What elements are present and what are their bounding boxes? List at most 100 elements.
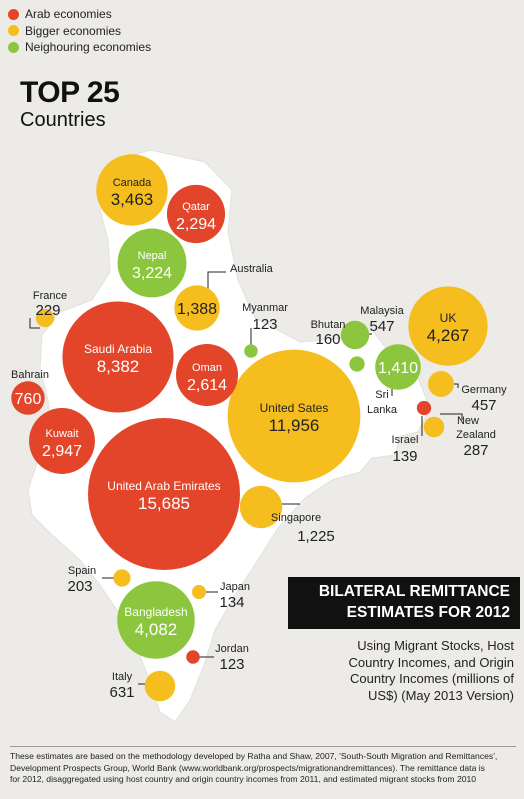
country-label-myanmar: Myanmar — [242, 302, 288, 314]
country-label-united-sates: United Sates — [260, 401, 329, 415]
desc-line: Country Incomes (millions of — [350, 671, 514, 686]
bubbles-layer — [11, 154, 488, 702]
desc-line: US$) (May 2013 Version) — [368, 687, 514, 703]
bubble-jordan — [186, 650, 200, 664]
country-label-kuwait: Kuwait — [45, 428, 78, 440]
bubble-myanmar — [244, 344, 258, 358]
page-subtitle: Countries — [20, 109, 106, 131]
value-label-france: 229 — [35, 302, 60, 319]
country-label-saudi-arabia: Saudi Arabia — [84, 342, 152, 356]
legend-label: Neighouring economies — [25, 40, 152, 55]
legend-label: Arab economies — [25, 7, 112, 22]
value-label-saudi-arabia: 8,382 — [97, 357, 140, 376]
country-label-sri-lanka: Sri — [375, 389, 388, 401]
country-label-bangladesh: Bangladesh — [124, 605, 187, 619]
country-label-qatar: Qatar — [182, 201, 210, 213]
value-label-oman: 2,614 — [187, 377, 227, 394]
desc-line: Country Incomes, and Origin — [348, 654, 514, 670]
bubble-israel — [416, 400, 432, 416]
value-label-qatar: 2,294 — [176, 216, 216, 233]
value-label-italy: 631 — [109, 684, 134, 701]
country-label-france: France — [33, 290, 67, 302]
country-label-australia: Australia — [230, 263, 274, 275]
legend: Arab economies Bigger economies Neighour… — [8, 6, 151, 56]
leader-new-zealand — [440, 413, 463, 420]
bubble-united-arab-emirates — [88, 418, 240, 570]
value-label-united-sates: 11,956 — [269, 416, 320, 435]
bubble-japan — [191, 584, 207, 600]
bubble-italy — [144, 670, 176, 702]
bubble-singapore — [239, 485, 283, 529]
legend-dot-yellow — [8, 25, 19, 37]
footnote-line: These estimates are based on the methodo… — [10, 751, 498, 761]
footnote-line: Development Prospects Group, World Bank … — [10, 762, 485, 773]
country-label-germany: Germany — [461, 384, 507, 396]
country-label-new-zealand-2: Zealand — [456, 429, 496, 441]
bubble-sri-lanka — [375, 344, 421, 390]
country-label-jordan: Jordan — [215, 643, 249, 655]
leader-france — [29, 318, 40, 329]
footnote: These estimates are based on the methodo… — [10, 746, 516, 786]
bubble-saudi-arabia — [62, 301, 174, 413]
country-label-new-zealand: New — [457, 415, 479, 427]
bubble-kuwait — [29, 408, 95, 474]
bubble-united-sates — [227, 349, 361, 483]
country-label-oman: Oman — [192, 362, 222, 374]
country-label-bahrain: Bahrain — [11, 369, 49, 381]
bubble-bhutan — [349, 356, 365, 372]
country-label-uk: UK — [440, 311, 457, 325]
box-title-line: ESTIMATES FOR 2012 — [346, 604, 510, 621]
value-label-kuwait: 2,947 — [42, 443, 82, 460]
bubble-spain — [113, 569, 131, 587]
country-label-canada: Canada — [113, 177, 152, 189]
footnote-line: for 2012, disaggregated using host count… — [10, 774, 477, 784]
value-label-spain: 203 — [67, 578, 92, 595]
value-label-germany: 457 — [471, 397, 496, 414]
bubble-australia — [174, 285, 220, 331]
bubble-nepal — [117, 228, 187, 298]
country-label-singapore: Singapore — [271, 512, 321, 524]
country-label-sri-lanka-2: Lanka — [367, 404, 398, 416]
value-label-japan: 134 — [219, 594, 244, 611]
value-label-malaysia: 547 — [369, 318, 394, 335]
country-label-italy: Italy — [112, 671, 133, 683]
legend-label: Bigger economies — [25, 23, 122, 38]
legend-dot-red — [8, 8, 19, 20]
bubble-france — [35, 308, 55, 328]
bubble-bangladesh — [117, 581, 195, 659]
country-label-united-arab-emirates: United Arab Emirates — [107, 479, 220, 493]
bubble-canada — [96, 154, 168, 226]
value-label-israel: 139 — [392, 448, 417, 465]
bubble-germany — [428, 371, 454, 397]
box-title-line: BILATERAL REMITTANCE — [318, 583, 510, 600]
bubble-uk — [408, 286, 488, 366]
value-label-singapore: 1,225 — [297, 528, 335, 545]
value-label-sri-lanka: 1,410 — [378, 360, 418, 377]
country-label-bhutan: Bhutan — [311, 319, 346, 331]
legend-item-bigger: Bigger economies — [8, 23, 151, 40]
value-label-myanmar: 123 — [252, 316, 277, 333]
country-label-japan: Japan — [220, 581, 250, 593]
value-label-bhutan: 160 — [315, 331, 340, 348]
legend-item-neighbour: Neighouring economies — [8, 39, 151, 56]
bubble-qatar — [166, 184, 226, 244]
desc-line: Using Migrant Stocks, Host — [357, 638, 514, 653]
value-label-new-zealand: 287 — [463, 442, 488, 459]
bubble-oman — [175, 343, 239, 407]
country-label-spain: Spain — [68, 565, 96, 577]
value-label-united-arab-emirates: 15,685 — [138, 494, 190, 513]
value-label-bahrain: 760 — [15, 391, 42, 408]
estimates-description: Using Migrant Stocks, Host Country Incom… — [292, 638, 514, 704]
value-label-canada: 3,463 — [111, 190, 154, 209]
value-label-nepal: 3,224 — [132, 265, 172, 282]
leader-australia — [207, 271, 226, 290]
bubble-new-zealand — [423, 416, 445, 438]
value-label-australia: 1,388 — [177, 301, 217, 318]
bubble-bahrain — [11, 381, 45, 415]
country-label-nepal: Nepal — [138, 250, 167, 262]
country-label-malaysia: Malaysia — [360, 305, 404, 317]
page-title: TOP 25 — [20, 76, 120, 109]
country-label-israel: Israel — [392, 434, 419, 446]
